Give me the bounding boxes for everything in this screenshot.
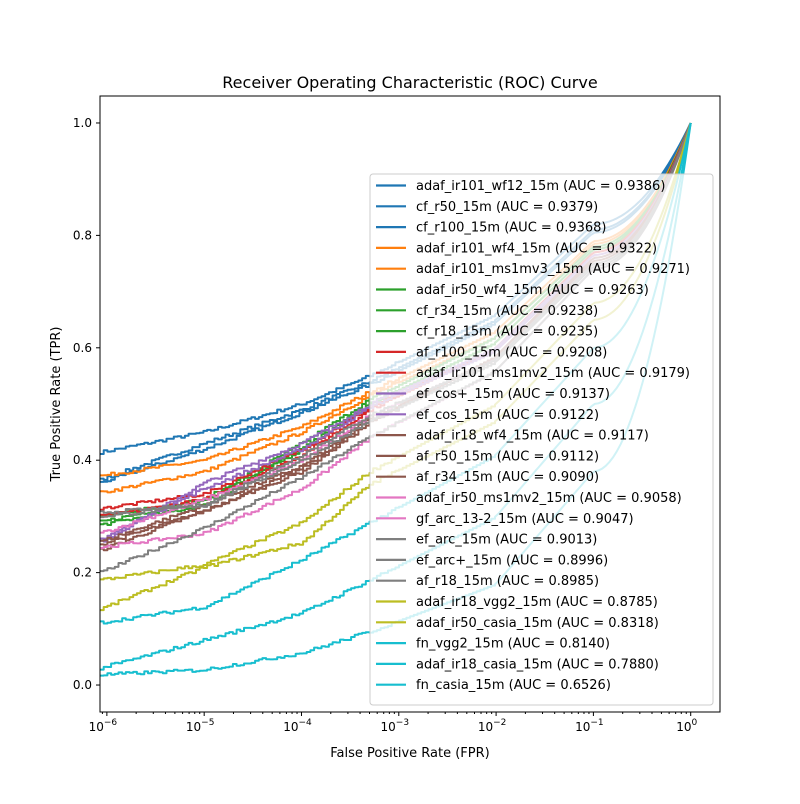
x-axis-label: False Positive Rate (FPR) bbox=[330, 746, 489, 761]
legend-label: adaf_ir50_ms1mv2_15m (AUC = 0.9058) bbox=[416, 491, 682, 506]
legend-entry: ef_cos_15m (AUC = 0.9122) bbox=[376, 408, 599, 423]
legend-label: adaf_ir50_casia_15m (AUC = 0.8318) bbox=[416, 616, 659, 631]
legend-label: ef_arc_15m (AUC = 0.9013) bbox=[416, 533, 597, 548]
x-tick-label: 10−2 bbox=[478, 718, 507, 734]
x-tick-label: 100 bbox=[676, 718, 697, 734]
legend-entry: adaf_ir50_casia_15m (AUC = 0.8318) bbox=[376, 616, 659, 631]
legend-label: ef_cos_15m (AUC = 0.9122) bbox=[416, 408, 599, 423]
y-tick-label: 0.2 bbox=[73, 566, 92, 580]
y-tick-label: 1.0 bbox=[73, 116, 92, 130]
legend-label: af_r100_15m (AUC = 0.9208) bbox=[416, 345, 607, 360]
legend-entry: af_r34_15m (AUC = 0.9090) bbox=[376, 470, 599, 485]
legend-entry: adaf_ir101_wf4_15m (AUC = 0.9322) bbox=[376, 241, 657, 256]
legend-entry: adaf_ir101_ms1mv3_15m (AUC = 0.9271) bbox=[376, 262, 690, 277]
x-tick-label: 10−5 bbox=[186, 718, 215, 734]
legend-entry: adaf_ir18_casia_15m (AUC = 0.7880) bbox=[376, 657, 659, 672]
legend-entry: adaf_ir101_ms1mv2_15m (AUC = 0.9179) bbox=[376, 366, 690, 381]
legend-entry: adaf_ir101_wf12_15m (AUC = 0.9386) bbox=[376, 179, 665, 194]
legend-label: fn_vgg2_15m (AUC = 0.8140) bbox=[416, 637, 610, 652]
legend-label: adaf_ir101_wf12_15m (AUC = 0.9386) bbox=[416, 179, 665, 194]
x-tick-label: 10−1 bbox=[575, 718, 604, 734]
legend-label: adaf_ir18_wf4_15m (AUC = 0.9117) bbox=[416, 429, 649, 444]
legend-label: cf_r34_15m (AUC = 0.9238) bbox=[416, 304, 598, 319]
legend-label: af_r34_15m (AUC = 0.9090) bbox=[416, 470, 599, 485]
legend-entry: af_r100_15m (AUC = 0.9208) bbox=[376, 345, 607, 360]
legend: adaf_ir101_wf12_15m (AUC = 0.9386) cf_r50… bbox=[369, 173, 714, 706]
legend-label: adaf_ir101_ms1mv3_15m (AUC = 0.9271) bbox=[416, 262, 690, 277]
x-tick-label: 10−6 bbox=[89, 718, 118, 734]
legend-entry: adaf_ir50_ms1mv2_15m (AUC = 0.9058) bbox=[376, 491, 682, 506]
plot-frame bbox=[99, 95, 721, 713]
legend-entry: ef_arc_15m (AUC = 0.9013) bbox=[376, 533, 597, 548]
legend-label: adaf_ir50_wf4_15m (AUC = 0.9263) bbox=[416, 283, 649, 298]
legend-label: adaf_ir18_vgg2_15m (AUC = 0.8785) bbox=[416, 595, 658, 610]
legend-entry: adaf_ir18_wf4_15m (AUC = 0.9117) bbox=[376, 429, 649, 444]
legend-entry: af_r50_15m (AUC = 0.9112) bbox=[376, 449, 599, 464]
legend-label: af_r50_15m (AUC = 0.9112) bbox=[416, 449, 599, 464]
y-tick-label: 0.0 bbox=[73, 678, 92, 692]
y-tick-label: 0.8 bbox=[73, 228, 92, 242]
legend-label: fn_casia_15m (AUC = 0.6526) bbox=[416, 678, 611, 693]
legend-entry: ef_cos+_15m (AUC = 0.9137) bbox=[376, 387, 610, 402]
legend-entry: cf_r50_15m (AUC = 0.9379) bbox=[376, 200, 598, 215]
legend-label: af_r18_15m (AUC = 0.8985) bbox=[416, 574, 599, 589]
x-tick-label: 10−3 bbox=[381, 718, 410, 734]
legend-label: gf_arc_13-2_15m (AUC = 0.9047) bbox=[416, 512, 634, 527]
legend-entry: cf_r18_15m (AUC = 0.9235) bbox=[376, 325, 598, 340]
legend-label: cf_r18_15m (AUC = 0.9235) bbox=[416, 325, 598, 340]
y-tick-label: 0.6 bbox=[73, 341, 92, 355]
legend-box bbox=[369, 173, 714, 706]
legend-entry: adaf_ir18_vgg2_15m (AUC = 0.8785) bbox=[376, 595, 658, 610]
legend-entry: fn_casia_15m (AUC = 0.6526) bbox=[376, 678, 611, 693]
legend-label: ef_arc+_15m (AUC = 0.8996) bbox=[416, 553, 608, 568]
legend-label: adaf_ir101_wf4_15m (AUC = 0.9322) bbox=[416, 241, 657, 256]
legend-entry: cf_r34_15m (AUC = 0.9238) bbox=[376, 304, 598, 319]
legend-entry: fn_vgg2_15m (AUC = 0.8140) bbox=[376, 637, 610, 652]
legend-entry: adaf_ir50_wf4_15m (AUC = 0.9263) bbox=[376, 283, 649, 298]
legend-label: cf_r100_15m (AUC = 0.9368) bbox=[416, 221, 607, 236]
legend-entry: af_r18_15m (AUC = 0.8985) bbox=[376, 574, 599, 589]
x-tick-label: 10−4 bbox=[283, 718, 312, 734]
y-tick-label: 0.4 bbox=[73, 453, 92, 467]
y-axis: 0.0 0.2 0.4 0.6 0.8 1.0 bbox=[73, 116, 100, 692]
chart-title: Receiver Operating Characteristic (ROC) … bbox=[222, 73, 597, 92]
x-axis: 10−6 10−5 10−4 10−3 10−2 10−1 100 bbox=[89, 712, 697, 734]
legend-entry: gf_arc_13-2_15m (AUC = 0.9047) bbox=[376, 512, 634, 527]
y-axis-label: True Positive Rate (TPR) bbox=[49, 327, 64, 483]
legend-label: ef_cos+_15m (AUC = 0.9137) bbox=[416, 387, 610, 402]
legend-entry: ef_arc+_15m (AUC = 0.8996) bbox=[376, 553, 608, 568]
legend-label: cf_r50_15m (AUC = 0.9379) bbox=[416, 200, 598, 215]
legend-label: adaf_ir18_casia_15m (AUC = 0.7880) bbox=[416, 657, 659, 672]
legend-entry: cf_r100_15m (AUC = 0.9368) bbox=[376, 221, 607, 236]
legend-label: adaf_ir101_ms1mv2_15m (AUC = 0.9179) bbox=[416, 366, 690, 381]
